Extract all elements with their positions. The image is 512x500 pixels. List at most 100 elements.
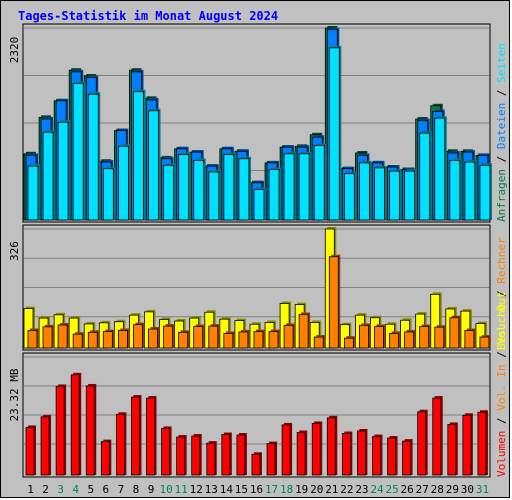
legend-entry: Volumen bbox=[495, 431, 508, 477]
lower-bar-volumen-day-23 bbox=[357, 430, 366, 476]
upper-bar-seiten-day-13 bbox=[208, 171, 220, 221]
lower-bar-volumen-day-20 bbox=[311, 422, 321, 476]
x-tick-label: 22 bbox=[340, 483, 353, 496]
middle-bar-rechner-day-19 bbox=[298, 314, 309, 349]
lower-bar-volumen-day-7 bbox=[115, 413, 125, 476]
middle-bar-rechner-day-5 bbox=[87, 331, 98, 349]
lower-bar-volumen-day-4 bbox=[70, 374, 80, 476]
middle-bar-rechner-day-29 bbox=[449, 317, 460, 349]
upper-bar-seiten-day-25 bbox=[389, 170, 400, 221]
x-tick-label: 13 bbox=[205, 483, 218, 496]
side-legend: Anfragen / Dateien / Seiten bbox=[495, 43, 508, 222]
lower-bar-volumen-day-19 bbox=[296, 432, 306, 476]
x-tick-label: 28 bbox=[431, 483, 444, 496]
middle-bar-rechner-day-16 bbox=[253, 331, 264, 349]
middle-bar-rechner-day-2 bbox=[42, 326, 53, 349]
x-tick-label: 19 bbox=[295, 483, 308, 496]
x-tick-label: 25 bbox=[385, 483, 398, 496]
middle-bar-rechner-day-18 bbox=[283, 324, 294, 349]
middle-bar-rechner-day-30 bbox=[464, 330, 475, 349]
upper-bar-seiten-day-5 bbox=[87, 93, 99, 221]
upper-bar-seiten-day-30 bbox=[464, 161, 476, 221]
upper-bar-seiten-day-4 bbox=[72, 83, 84, 221]
upper-bar-seiten-day-24 bbox=[374, 167, 385, 221]
lower-bar-volumen-day-29 bbox=[447, 423, 457, 476]
middle-bar-rechner-day-17 bbox=[268, 331, 279, 349]
upper-bar-seiten-day-12 bbox=[193, 160, 205, 221]
upper-bar-seiten-day-27 bbox=[419, 132, 431, 221]
middle-bar-rechner-day-12 bbox=[193, 326, 204, 349]
x-tick-label: 24 bbox=[370, 483, 384, 496]
lower-bar-volumen-day-27 bbox=[417, 411, 427, 476]
lower-bar-volumen-day-31 bbox=[477, 411, 487, 476]
lower-bar-volumen-day-2 bbox=[40, 416, 50, 476]
middle-bar-rechner-day-3 bbox=[57, 324, 68, 349]
legend-entry: Rechner bbox=[495, 237, 508, 284]
middle-bar-rechner-day-21 bbox=[328, 256, 339, 349]
lower-bar-volumen-day-8 bbox=[131, 396, 140, 476]
upper-bar-seiten-day-22 bbox=[343, 173, 355, 221]
x-tick-label: 31 bbox=[476, 483, 489, 496]
legend-entry: Anfragen bbox=[495, 169, 508, 222]
upper-bar-seiten-day-1 bbox=[27, 165, 39, 221]
upper-bar-seiten-day-21 bbox=[328, 47, 340, 221]
upper-bar-seiten-day-26 bbox=[404, 170, 416, 221]
lower-bar-volumen-day-13 bbox=[206, 442, 216, 476]
lower-bar-volumen-day-24 bbox=[372, 436, 381, 476]
upper-bar-seiten-day-23 bbox=[359, 162, 370, 221]
side-legend: Besuche / Rechner bbox=[495, 237, 508, 350]
upper-bar-seiten-day-9 bbox=[148, 110, 159, 221]
x-tick-label: 2 bbox=[42, 483, 49, 496]
x-tick-label: 27 bbox=[416, 483, 429, 496]
lower-bar-volumen-day-5 bbox=[85, 385, 95, 476]
middle-bar-rechner-day-11 bbox=[178, 331, 189, 349]
legend-entry: Besuche bbox=[495, 304, 508, 350]
chart-title: Tages-Statistik im Monat August 2024 bbox=[18, 9, 278, 23]
middle-bar-rechner-day-4 bbox=[72, 333, 83, 349]
lower-bar-volumen-day-3 bbox=[55, 386, 65, 476]
upper-bar-seiten-day-7 bbox=[117, 145, 129, 221]
upper-bar-seiten-day-3 bbox=[57, 121, 69, 221]
x-tick-label: 16 bbox=[250, 483, 263, 496]
x-tick-label: 21 bbox=[325, 483, 338, 496]
upper-bar-seiten-day-6 bbox=[102, 168, 114, 221]
lower-bar-volumen-day-28 bbox=[432, 397, 442, 476]
middle-bar-rechner-day-14 bbox=[223, 332, 234, 349]
x-tick-label: 5 bbox=[87, 483, 94, 496]
legend-entry: Dateien bbox=[495, 103, 508, 149]
legend-entry: Vol. Out bbox=[495, 292, 508, 345]
middle-bar-rechner-day-8 bbox=[133, 324, 143, 349]
middle-bar-rechner-day-26 bbox=[404, 331, 415, 349]
middle-bar-rechner-day-28 bbox=[434, 326, 445, 349]
upper-bar-seiten-day-31 bbox=[479, 164, 491, 221]
upper-bar-seiten-day-28 bbox=[434, 117, 446, 221]
lower-bar-volumen-day-26 bbox=[402, 440, 412, 476]
x-tick-label: 9 bbox=[148, 483, 155, 496]
lower-bar-volumen-day-6 bbox=[100, 441, 110, 476]
middle-bar-rechner-day-25 bbox=[389, 332, 399, 349]
lower-bar-volumen-day-16 bbox=[251, 453, 261, 476]
x-tick-label: 15 bbox=[235, 483, 248, 496]
upper-bar-seiten-day-19 bbox=[298, 153, 310, 221]
lower-bar-volumen-day-17 bbox=[266, 443, 276, 476]
lower-bar-volumen-day-10 bbox=[161, 428, 170, 476]
lower-bar-volumen-day-18 bbox=[281, 424, 291, 476]
middle-bar-rechner-day-27 bbox=[419, 326, 430, 349]
middle-bar-rechner-day-31 bbox=[479, 336, 490, 349]
middle-bar-rechner-day-22 bbox=[343, 337, 354, 349]
lower-bar-volumen-day-9 bbox=[146, 397, 155, 476]
x-tick-label: 11 bbox=[175, 483, 188, 496]
upper-bar-seiten-day-18 bbox=[283, 153, 295, 221]
x-tick-label: 29 bbox=[446, 483, 459, 496]
middle-bar-rechner-day-20 bbox=[313, 336, 324, 349]
lower-bar-volumen-day-11 bbox=[176, 436, 186, 476]
middle-bar-rechner-day-10 bbox=[163, 325, 173, 349]
x-tick-label: 10 bbox=[159, 483, 172, 496]
x-tick-label: 20 bbox=[310, 483, 323, 496]
upper-bar-seiten-day-16 bbox=[253, 188, 265, 221]
lower-bar-volumen-day-1 bbox=[25, 427, 35, 476]
lower-bar-volumen-day-22 bbox=[341, 433, 351, 476]
lower-bar-volumen-day-15 bbox=[236, 434, 246, 476]
middle-bar-rechner-day-6 bbox=[102, 331, 113, 349]
